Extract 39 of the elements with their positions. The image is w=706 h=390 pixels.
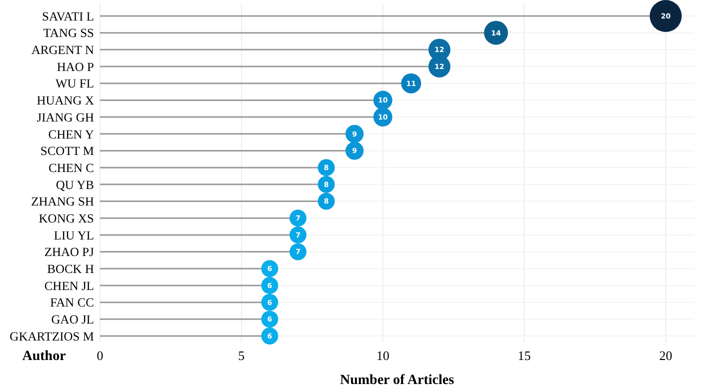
x-tick-label: 0 [96,348,104,363]
point [318,159,335,176]
y-tick-label: JIANG GH [36,110,94,124]
y-axis-title: Author [22,349,66,364]
y-tick-label: CHEN C [48,160,94,175]
y-tick-label: ARGENT N [31,43,94,58]
point [290,226,306,244]
y-tick-label: ZHANG SH [31,194,94,209]
point [261,310,278,328]
y-tick-label: CHEN Y [48,127,94,142]
point [318,176,335,193]
point [261,328,278,344]
x-axis-title: Number of Articles [340,373,455,388]
x-tick-label: 15 [518,348,531,363]
point [290,210,306,227]
y-tick-label: FAN CC [50,296,94,310]
point [346,142,364,160]
y-tick-label: HUANG X [36,94,94,108]
y-tick-label: TANG SS [43,26,94,40]
x-tick-label: 20 [659,348,672,363]
y-tick-label: SAVATI L [42,9,94,24]
y-tick-label: ZHAO PJ [44,245,94,260]
y-tick-label: HAO P [56,60,94,74]
point [346,124,364,143]
x-tick-label: 5 [238,348,245,363]
y-tick-label: BOCK H [47,262,94,276]
point [290,243,306,260]
y-tick-label: LIU YL [54,228,94,242]
y-tick-label: GKARTZIOS M [10,329,94,344]
y-tick-label: WU FL [55,76,94,91]
point [261,260,278,278]
point [261,277,278,294]
y-tick-label: KONG XS [38,211,94,226]
x-tick-label: 10 [376,348,390,363]
y-tick-label: QU YB [56,178,94,192]
point [261,294,278,311]
y-tick-label: CHEN JL [44,278,94,293]
y-tick-label: GAO JL [51,312,94,327]
y-tick-label: SCOTT M [40,144,94,158]
